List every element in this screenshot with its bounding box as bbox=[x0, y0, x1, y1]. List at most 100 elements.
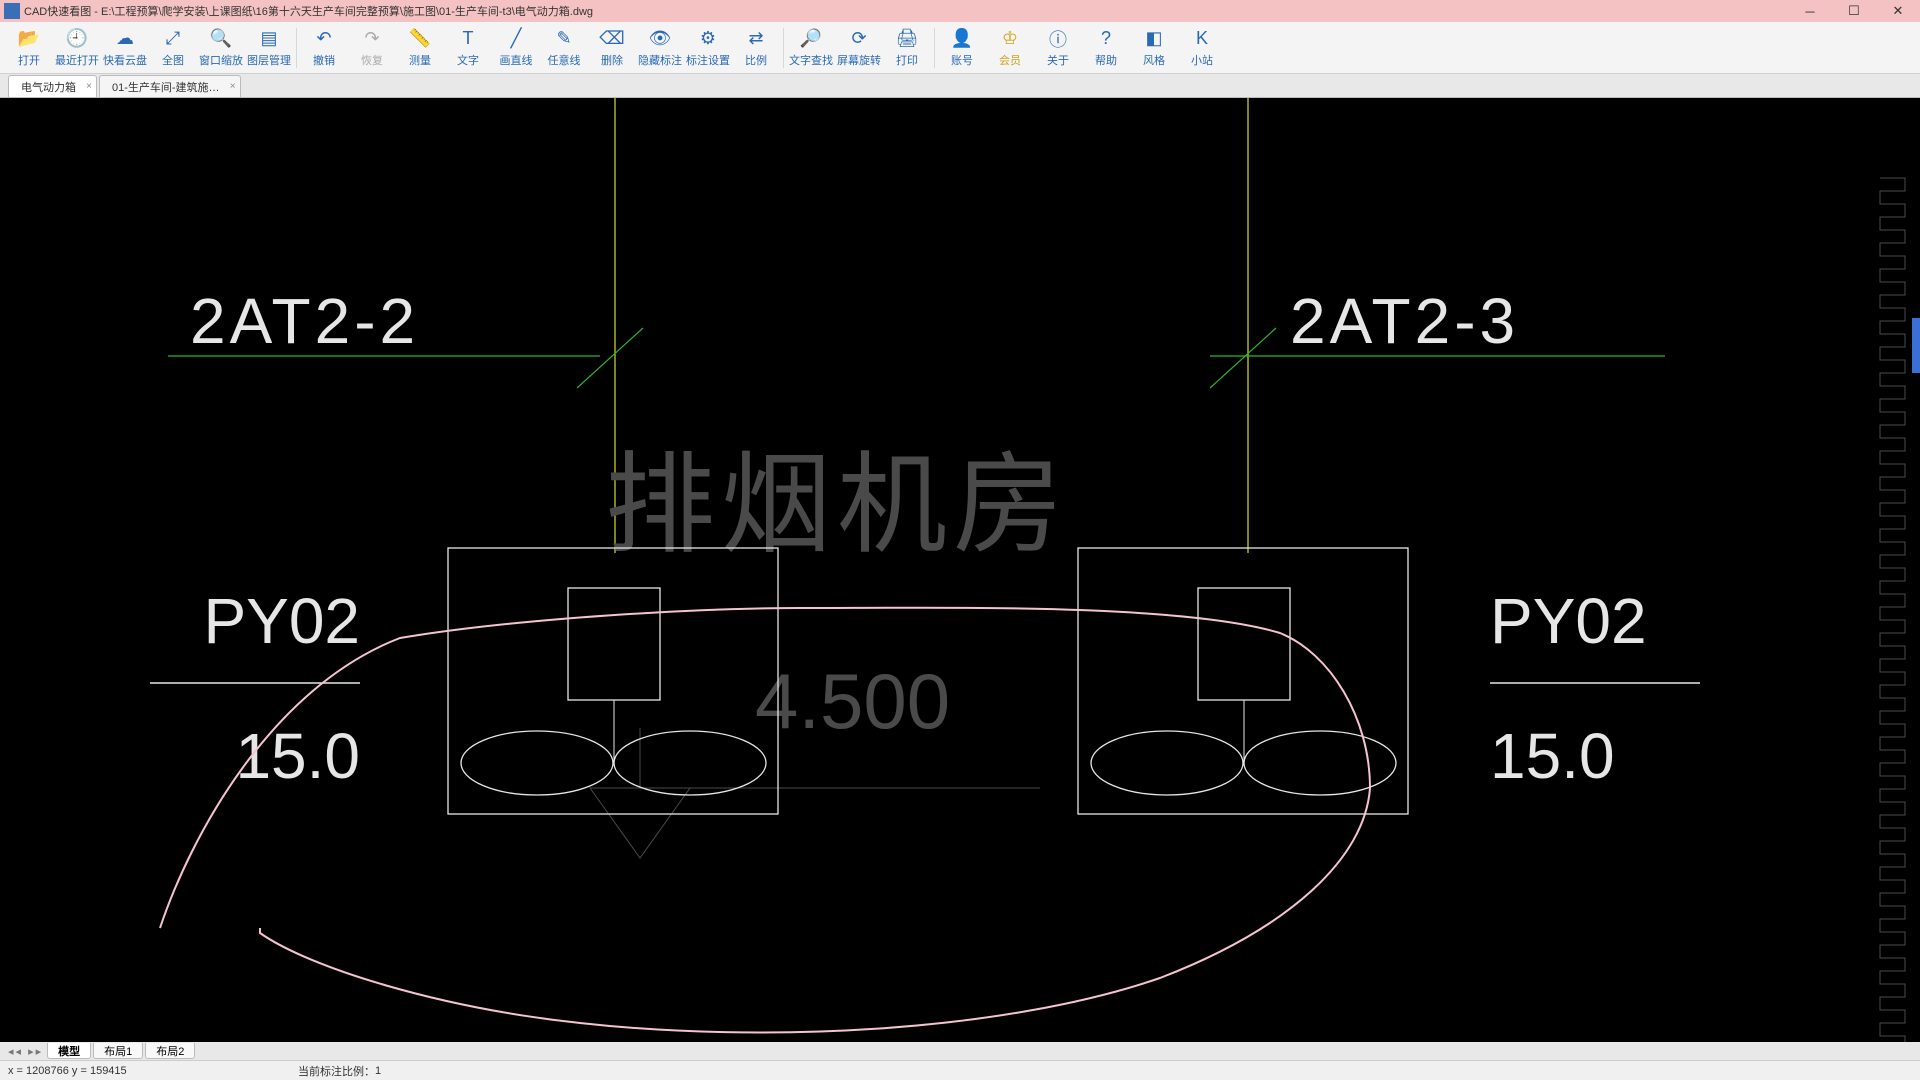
tool-label: 撤销 bbox=[313, 52, 335, 68]
tool-icon: ☁ bbox=[114, 28, 136, 50]
tool-label: 图层管理 bbox=[247, 52, 291, 68]
tool-隐藏标注[interactable]: 👁 隐藏标注 bbox=[637, 24, 683, 72]
app-name: CAD快速看图 bbox=[24, 6, 91, 18]
tool-全图[interactable]: ⤢全图 bbox=[150, 24, 196, 72]
scale-label: 当前标注比例： bbox=[298, 1063, 375, 1079]
tool-任意线[interactable]: ✎ 任意线 bbox=[541, 24, 587, 72]
tool-窗口缩放[interactable]: 🔍 窗口缩放 bbox=[198, 24, 244, 72]
tool-icon: 🔍 bbox=[210, 28, 232, 50]
window-title: CAD快速看图 - E:\工程预算\爬学安装\上课图纸\16第十六天生产车间完整… bbox=[24, 3, 1788, 19]
layout-tabs: ◂◂ ▸▸ 模型布局1布局2 bbox=[0, 1042, 1920, 1060]
tool-屏幕旋转[interactable]: ⟳屏幕旋转 bbox=[836, 24, 882, 72]
tool-文字[interactable]: T 文字 bbox=[445, 24, 491, 72]
tool-测量[interactable]: 📏测量 bbox=[397, 24, 443, 72]
document-tab[interactable]: 01-生产车间-建筑施… × bbox=[99, 75, 241, 97]
tool-画直线[interactable]: ╱ 画直线 bbox=[493, 24, 539, 72]
tool-label: 最近打开 bbox=[55, 52, 99, 68]
svg-text:15.0: 15.0 bbox=[1490, 720, 1615, 792]
tool-快看云盘[interactable]: ☁ 快看云盘 bbox=[102, 24, 148, 72]
tool-icon: ◧ bbox=[1143, 28, 1165, 50]
tool-label: 隐藏标注 bbox=[638, 52, 682, 68]
minimize-button[interactable]: ─ bbox=[1788, 0, 1832, 22]
tool-会员[interactable]: ♔ 会员 bbox=[987, 24, 1033, 72]
tool-icon: K bbox=[1191, 28, 1213, 50]
tool-小站[interactable]: K 小站 bbox=[1179, 24, 1225, 72]
drawing-canvas[interactable]: 2AT2-22AT2-3排烟机房4.500PY0215.0PY0215.0 bbox=[0, 98, 1920, 1042]
tool-最近打开[interactable]: 🕘 最近打开 bbox=[54, 24, 100, 72]
layout-tab-布局2[interactable]: 布局2 bbox=[145, 1043, 195, 1059]
close-button[interactable]: ✕ bbox=[1876, 0, 1920, 22]
tool-label: 恢复 bbox=[361, 52, 383, 68]
tool-icon: ⓘ bbox=[1047, 28, 1069, 50]
tool-label: 快看云盘 bbox=[103, 52, 147, 68]
document-tabs: 电气动力箱 × 01-生产车间-建筑施… × bbox=[0, 74, 1920, 98]
tool-label: 账号 bbox=[951, 52, 973, 68]
tool-label: 窗口缩放 bbox=[199, 52, 243, 68]
app-icon bbox=[4, 3, 20, 19]
svg-text:2AT2-3: 2AT2-3 bbox=[1290, 285, 1519, 357]
tool-icon: ♔ bbox=[999, 28, 1021, 50]
svg-text:PY02: PY02 bbox=[203, 585, 360, 657]
tool-icon: ? bbox=[1095, 28, 1117, 50]
tool-label: 屏幕旋转 bbox=[837, 52, 881, 68]
tool-图层管理[interactable]: ▤ 图层管理 bbox=[246, 24, 292, 72]
tool-label: 风格 bbox=[1143, 52, 1165, 68]
tool-账号[interactable]: 👤 账号 bbox=[939, 24, 985, 72]
tool-打印[interactable]: 🖨打印 bbox=[884, 24, 930, 72]
tab-close-icon[interactable]: × bbox=[230, 81, 236, 92]
scale-value: 1 bbox=[375, 1065, 381, 1077]
tool-帮助[interactable]: ? 帮助 bbox=[1083, 24, 1129, 72]
cad-drawing: 2AT2-22AT2-3排烟机房4.500PY0215.0PY0215.0 bbox=[0, 98, 1920, 1042]
tool-label: 标注设置 bbox=[686, 52, 730, 68]
tool-label: 关于 bbox=[1047, 52, 1069, 68]
tab-label: 电气动力箱 bbox=[21, 79, 76, 95]
tool-风格[interactable]: ◧ 风格 bbox=[1131, 24, 1177, 72]
toolbar: 📂 打开 🕘 最近打开 ☁ 快看云盘⤢全图 🔍 窗口缩放 ▤ 图层管理 ↶ 撤销 ↷恢复📏测量 T 文字 ╱ 画… bbox=[0, 22, 1920, 74]
tool-icon: 🕘 bbox=[66, 28, 88, 50]
tool-label: 会员 bbox=[999, 52, 1021, 68]
tool-icon: 📂 bbox=[18, 28, 40, 50]
maximize-button[interactable]: ☐ bbox=[1832, 0, 1876, 22]
svg-text:2AT2-2: 2AT2-2 bbox=[190, 285, 419, 357]
tool-label: 画直线 bbox=[500, 52, 533, 68]
tool-icon: ╱ bbox=[505, 28, 527, 50]
window-controls: ─ ☐ ✕ bbox=[1788, 0, 1920, 22]
tool-label: 删除 bbox=[601, 52, 623, 68]
tool-icon: ↶ bbox=[313, 28, 335, 50]
tool-label: 小站 bbox=[1191, 52, 1213, 68]
tool-icon: ✎ bbox=[553, 28, 575, 50]
svg-text:15.0: 15.0 bbox=[235, 720, 360, 792]
tab-close-icon[interactable]: × bbox=[86, 81, 92, 92]
tool-icon: ⌫ bbox=[601, 28, 623, 50]
tool-label: 比例 bbox=[745, 52, 767, 68]
coordinates-readout: x = 1208766 y = 159415 bbox=[8, 1065, 298, 1077]
tool-icon: 👁 bbox=[649, 28, 671, 50]
tool-label: 打开 bbox=[18, 52, 40, 68]
tool-label: 测量 bbox=[409, 52, 431, 68]
tool-打开[interactable]: 📂 打开 bbox=[6, 24, 52, 72]
tool-label: 任意线 bbox=[548, 52, 581, 68]
tool-icon: 👤 bbox=[951, 28, 973, 50]
tab-label: 01-生产车间-建筑施… bbox=[112, 79, 220, 95]
layout-tab-布局1[interactable]: 布局1 bbox=[93, 1043, 143, 1059]
tool-icon: ⚙ bbox=[697, 28, 719, 50]
tool-关于[interactable]: ⓘ 关于 bbox=[1035, 24, 1081, 72]
tool-删除[interactable]: ⌫ 删除 bbox=[589, 24, 635, 72]
tool-icon: 🔎 bbox=[800, 28, 822, 50]
tool-label: 文字 bbox=[457, 52, 479, 68]
tool-标注设置[interactable]: ⚙ 标注设置 bbox=[685, 24, 731, 72]
file-path: E:\工程预算\爬学安装\上课图纸\16第十六天生产车间完整预算\施工图\01-… bbox=[101, 6, 593, 18]
tool-icon: T bbox=[457, 28, 479, 50]
tool-label: 文字查找 bbox=[789, 52, 833, 68]
document-tab[interactable]: 电气动力箱 × bbox=[8, 75, 97, 97]
tool-比例[interactable]: ⇄比例 bbox=[733, 24, 779, 72]
svg-text:4.500: 4.500 bbox=[755, 657, 950, 745]
tool-label: 帮助 bbox=[1095, 52, 1117, 68]
tool-icon: ⤢ bbox=[162, 28, 184, 50]
layout-tab-模型[interactable]: 模型 bbox=[47, 1043, 91, 1059]
tool-撤销[interactable]: ↶ 撤销 bbox=[301, 24, 347, 72]
tool-icon: ▤ bbox=[258, 28, 280, 50]
tool-文字查找[interactable]: 🔎 文字查找 bbox=[788, 24, 834, 72]
layout-nav-arrows[interactable]: ◂◂ ▸▸ bbox=[8, 1045, 43, 1058]
tool-恢复: ↷恢复 bbox=[349, 24, 395, 72]
